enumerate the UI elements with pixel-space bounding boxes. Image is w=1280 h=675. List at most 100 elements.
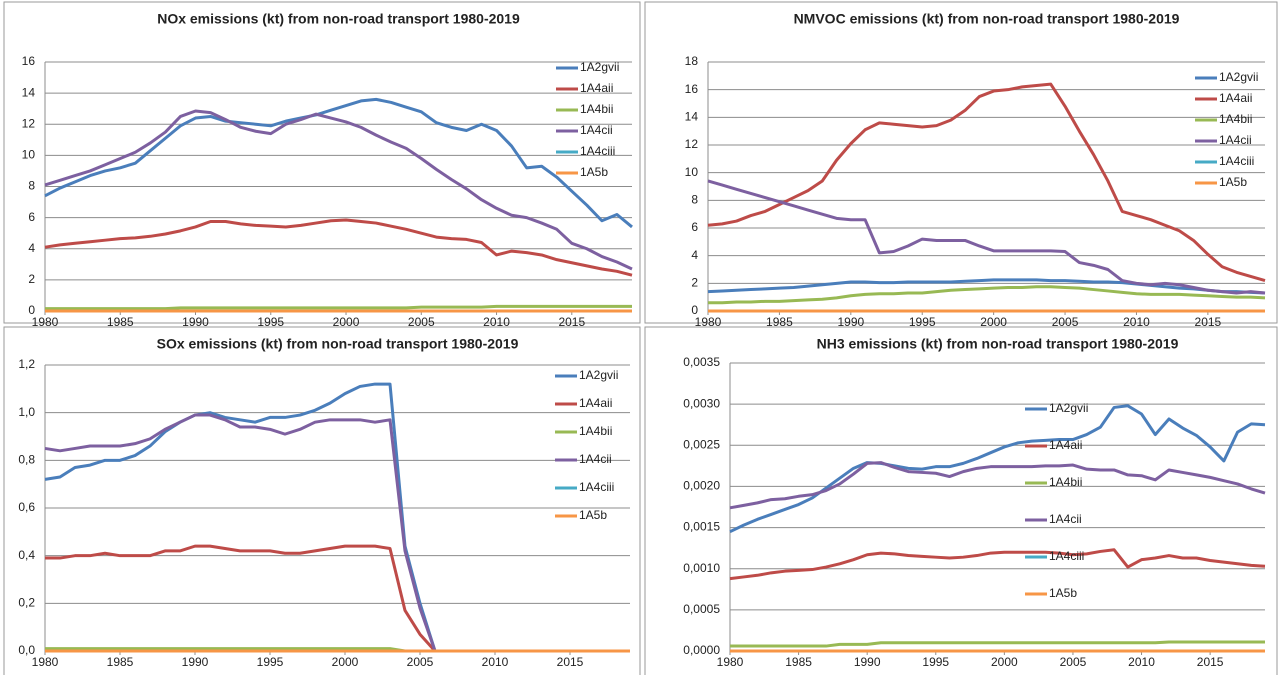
y-tick-label: 2 (28, 272, 35, 286)
legend-label: 1A4cii (1049, 512, 1082, 526)
y-tick-label: 0,0035 (683, 355, 720, 369)
legend-label: 1A4ciii (580, 144, 615, 158)
x-tick-label: 2000 (980, 315, 1007, 329)
x-tick-label: 1980 (717, 655, 744, 669)
legend-label: 1A4cii (1219, 133, 1252, 147)
series-line (44, 97, 633, 229)
y-tick-label: 16 (22, 54, 36, 68)
series-line (730, 640, 1265, 648)
legend-label: 1A2gvii (580, 60, 619, 74)
x-tick-label: 2005 (1060, 655, 1087, 669)
x-tick-label: 1990 (854, 655, 881, 669)
x-tick-label: 2000 (333, 315, 360, 329)
x-tick-label: 2010 (483, 315, 510, 329)
x-tick-label: 2015 (1195, 315, 1222, 329)
chart-title: NH3 emissions (kt) from non-road transpo… (817, 336, 1179, 352)
x-tick-label: 2010 (482, 655, 509, 669)
chart-title: SOx emissions (kt) from non-road transpo… (157, 336, 519, 352)
x-tick-label: 2000 (332, 655, 359, 669)
y-tick-label: 12 (22, 116, 36, 130)
y-tick-label: 18 (685, 54, 699, 68)
legend-label: 1A4bii (1049, 475, 1082, 489)
y-tick-label: 0,2 (18, 596, 35, 610)
x-tick-label: 1985 (107, 315, 134, 329)
chart-title: NOx emissions (kt) from non-road transpo… (157, 11, 520, 27)
legend-label: 1A5b (1049, 586, 1077, 600)
y-tick-label: 6 (691, 220, 698, 234)
series-line (44, 218, 633, 277)
chart-title: NMVOC emissions (kt) from non-road trans… (794, 11, 1180, 27)
panel-border (644, 1, 1278, 324)
y-tick-label: 1,0 (18, 405, 35, 419)
y-tick-label: 12 (685, 137, 699, 151)
x-tick-label: 1995 (257, 655, 284, 669)
x-tick-label: 1985 (785, 655, 812, 669)
legend-label: 1A4bii (580, 102, 613, 116)
x-tick-label: 1990 (837, 315, 864, 329)
x-tick-label: 1980 (695, 315, 722, 329)
legend-label: 1A4aii (1049, 438, 1082, 452)
y-tick-label: 10 (22, 148, 36, 162)
series-line (44, 109, 633, 271)
legend-label: 1A4cii (580, 123, 613, 137)
y-tick-label: 14 (685, 110, 699, 124)
legend-label: 1A2gvii (579, 368, 618, 382)
series-line (707, 179, 1266, 295)
series-line (45, 304, 632, 311)
y-tick-label: 8 (691, 193, 698, 207)
y-tick-label: 1,2 (18, 357, 35, 371)
y-tick-label: 4 (691, 248, 698, 262)
series-line (729, 404, 1266, 534)
y-tick-label: 14 (22, 85, 36, 99)
legend-label: 1A5b (580, 165, 608, 179)
series-line (729, 461, 1266, 510)
x-tick-label: 2005 (407, 655, 434, 669)
x-tick-label: 1995 (922, 655, 949, 669)
x-tick-label: 2010 (1128, 655, 1155, 669)
y-tick-label: 8 (28, 179, 35, 193)
legend-label: 1A2gvii (1049, 401, 1088, 415)
series-line (707, 278, 1266, 295)
x-tick-label: 2015 (558, 315, 585, 329)
y-tick-label: 0,0005 (683, 602, 720, 616)
y-tick-label: 0 (691, 303, 698, 317)
y-tick-label: 0 (28, 303, 35, 317)
legend-label: 1A4aii (580, 81, 613, 95)
y-tick-label: 10 (685, 165, 699, 179)
x-tick-label: 1985 (107, 655, 134, 669)
y-tick-label: 4 (28, 241, 35, 255)
x-tick-label: 2015 (1197, 655, 1224, 669)
legend-label: 1A5b (1219, 175, 1247, 189)
legend-label: 1A4ciii (1049, 549, 1084, 563)
y-tick-label: 0,4 (18, 548, 35, 562)
y-tick-label: 0,0 (18, 643, 35, 657)
x-tick-label: 2000 (991, 655, 1018, 669)
panel-border (3, 1, 641, 324)
series-line (729, 548, 1266, 581)
x-tick-label: 1995 (257, 315, 284, 329)
series-line (707, 82, 1266, 283)
legend-label: 1A4bii (1219, 112, 1252, 126)
y-tick-label: 0,0030 (683, 396, 720, 410)
series-line (45, 544, 630, 653)
x-tick-label: 1985 (766, 315, 793, 329)
x-tick-label: 1980 (32, 315, 59, 329)
x-tick-label: 1995 (909, 315, 936, 329)
y-tick-label: 0,0010 (683, 561, 720, 575)
x-tick-label: 1990 (182, 655, 209, 669)
legend-label: 1A4aii (579, 396, 612, 410)
legend-label: 1A4ciii (1219, 154, 1254, 168)
x-tick-label: 2005 (1052, 315, 1079, 329)
legend-label: 1A4aii (1219, 91, 1252, 105)
panel-border (644, 326, 1278, 675)
series-line (44, 413, 630, 653)
y-tick-label: 0,8 (18, 453, 35, 467)
x-tick-label: 1990 (182, 315, 209, 329)
y-tick-label: 0,0025 (683, 437, 720, 451)
x-tick-label: 2005 (408, 315, 435, 329)
x-tick-label: 2010 (1123, 315, 1150, 329)
legend-label: 1A4ciii (579, 480, 614, 494)
series-line (708, 285, 1266, 305)
panel-border (3, 326, 641, 675)
